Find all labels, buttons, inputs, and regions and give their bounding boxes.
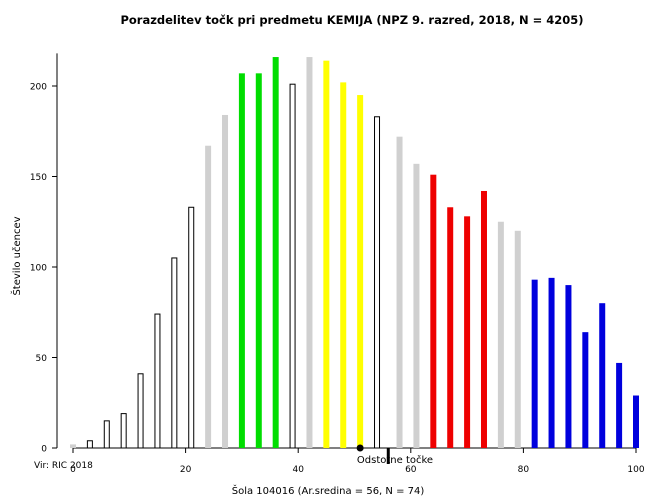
- school-footer: Šola 104016 (Ar.sredina = 56, N = 74): [232, 484, 425, 497]
- x-axis-label: Odstotne točke: [357, 454, 433, 466]
- bar: [103, 420, 110, 449]
- bar: [171, 257, 178, 449]
- bar: [255, 73, 262, 448]
- bar: [357, 95, 364, 449]
- source-note: Vir: RIC 2018: [34, 461, 93, 471]
- bar: [86, 440, 93, 449]
- x-tick-label: 0: [70, 465, 76, 475]
- bar: [582, 332, 589, 448]
- y-axis: 0 50 100 150 200: [30, 53, 58, 455]
- y-tick-label: 50: [36, 354, 48, 364]
- bar: [464, 216, 471, 448]
- bar: [306, 57, 313, 448]
- y-tick-label: 150: [30, 173, 47, 183]
- bar: [70, 444, 76, 448]
- bar: [633, 395, 639, 448]
- bar: [480, 190, 487, 449]
- bar: [616, 362, 623, 448]
- x-axis: 0 20 40 60 80 100: [70, 447, 645, 475]
- bar: [154, 313, 161, 449]
- y-axis-label: Število učencev: [10, 216, 23, 295]
- bars-group: [70, 57, 639, 464]
- bar: [514, 230, 521, 448]
- x-tick-label: 100: [627, 465, 644, 475]
- bar: [497, 221, 504, 448]
- bar: [289, 83, 296, 449]
- bar: [531, 279, 538, 448]
- bar: [222, 114, 229, 449]
- school-mean-marker: [386, 448, 390, 464]
- bar: [599, 303, 606, 448]
- bar: [548, 277, 555, 448]
- x-tick-label: 80: [518, 465, 530, 475]
- chart-title: Porazdelitev točk pri predmetu KEMIJA (N…: [120, 13, 583, 27]
- bar: [205, 145, 212, 449]
- bar: [565, 285, 572, 448]
- bar: [188, 206, 195, 449]
- bar: [340, 82, 347, 448]
- bar: [413, 163, 420, 448]
- x-tick-label: 20: [180, 465, 192, 475]
- bar: [137, 373, 144, 449]
- bar: [396, 136, 403, 448]
- bar: [430, 174, 437, 448]
- bar: [323, 60, 330, 448]
- y-tick-label: 100: [30, 264, 47, 274]
- bar: [272, 57, 279, 448]
- national-mean-dot: [356, 444, 364, 452]
- bar: [374, 116, 381, 449]
- bar: [120, 413, 127, 449]
- bar: [447, 207, 454, 448]
- y-tick-label: 200: [30, 83, 47, 93]
- x-tick-label: 40: [292, 465, 304, 475]
- bar: [238, 73, 245, 448]
- y-tick-label: 0: [41, 445, 47, 455]
- x-tick-label: 60: [405, 465, 417, 475]
